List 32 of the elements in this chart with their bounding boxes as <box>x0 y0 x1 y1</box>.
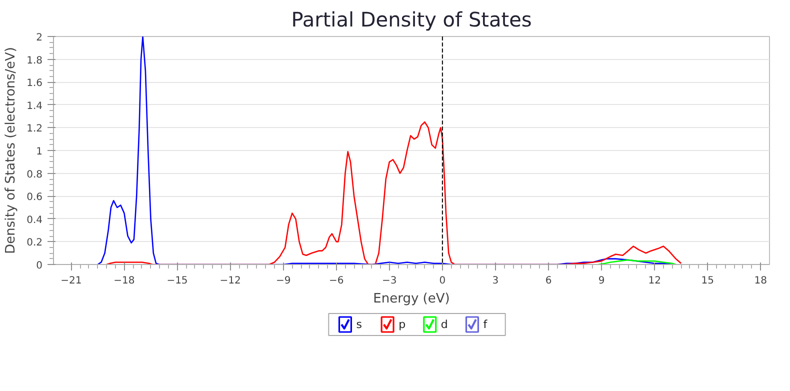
y-tick-label: 0 <box>36 260 43 272</box>
x-tick-label: −6 <box>328 276 344 286</box>
legend-label: p <box>398 318 406 331</box>
legend-label: s <box>356 318 362 331</box>
legend-label: d <box>440 318 448 331</box>
x-tick-label: 3 <box>492 276 499 286</box>
x-tick-label: 15 <box>701 276 714 286</box>
y-tick-label: 0.6 <box>26 192 43 204</box>
x-tick-label: 12 <box>648 276 661 286</box>
y-axis-title: Density of States (electrons/eV) <box>4 47 19 254</box>
x-tick-label: 9 <box>598 276 605 286</box>
legend-label: f <box>483 318 488 331</box>
x-tick-label: −18 <box>114 276 135 286</box>
x-tick-label: −9 <box>276 276 291 286</box>
y-tick-label: 0.2 <box>26 238 43 249</box>
x-tick-label: −21 <box>60 276 82 286</box>
x-tick-label: 6 <box>545 276 552 286</box>
y-tick-label: 1.2 <box>26 124 43 135</box>
x-tick-label: −3 <box>382 276 397 286</box>
x-tick-label: −12 <box>220 276 241 286</box>
y-tick-label: 1.6 <box>26 78 43 90</box>
y-tick-label: 1.4 <box>26 100 43 112</box>
x-tick-label: 18 <box>754 276 768 286</box>
x-tick-label: −15 <box>166 276 188 286</box>
y-tick-label: 1.8 <box>26 55 43 66</box>
y-tick-label: 0.4 <box>26 214 43 226</box>
chart-title: Partial Density of States <box>291 8 532 32</box>
y-tick-label: 0.8 <box>26 169 43 180</box>
y-tick-label: 1 <box>36 146 43 158</box>
x-tick-label: 0 <box>439 276 446 286</box>
y-tick-label: 2 <box>36 32 43 44</box>
x-axis-title: Energy (eV) <box>373 292 450 306</box>
